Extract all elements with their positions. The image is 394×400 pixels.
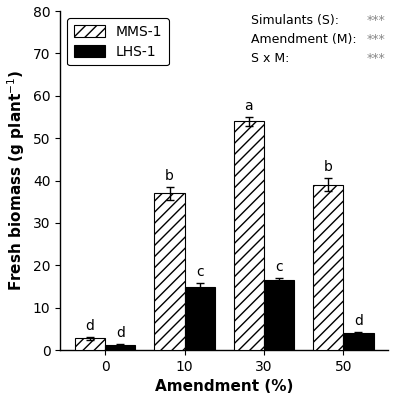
- Text: c: c: [275, 260, 283, 274]
- Text: b: b: [324, 160, 333, 174]
- Bar: [185, 286, 215, 350]
- Bar: [75, 338, 105, 350]
- Text: ***
***
***: *** *** ***: [366, 14, 385, 66]
- Y-axis label: Fresh biomass (g plant$^{-1}$): Fresh biomass (g plant$^{-1}$): [6, 70, 27, 291]
- Bar: [105, 345, 136, 350]
- Bar: [154, 193, 185, 350]
- Text: b: b: [165, 169, 174, 183]
- Text: a: a: [245, 99, 253, 113]
- Bar: [343, 333, 374, 350]
- Text: c: c: [196, 265, 204, 279]
- Text: Simulants (S):
Amendment (M):
S x M:: Simulants (S): Amendment (M): S x M:: [251, 14, 356, 66]
- Bar: [264, 280, 294, 350]
- Bar: [234, 121, 264, 350]
- Bar: [313, 185, 343, 350]
- Text: d: d: [354, 314, 363, 328]
- Text: d: d: [86, 319, 95, 333]
- X-axis label: Amendment (%): Amendment (%): [155, 380, 294, 394]
- Legend: MMS-1, LHS-1: MMS-1, LHS-1: [67, 18, 169, 66]
- Text: d: d: [116, 326, 125, 340]
